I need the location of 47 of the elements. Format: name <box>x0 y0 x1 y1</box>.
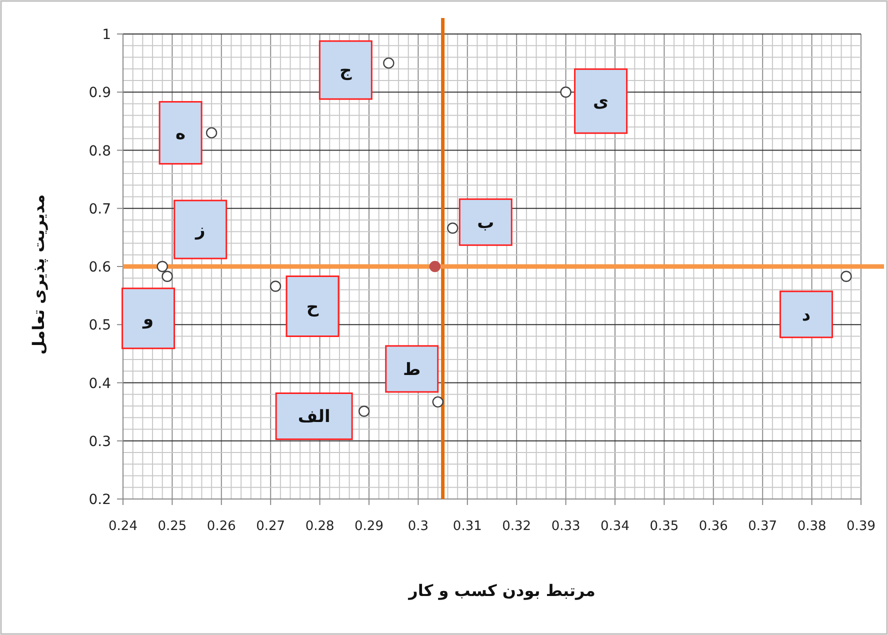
x-tick-label: 0.37 <box>748 519 778 534</box>
x-tick-label: 0.28 <box>305 519 334 534</box>
point <box>432 396 444 408</box>
annotation: الف <box>298 407 330 428</box>
x-tick-label: 0.3 <box>408 519 429 534</box>
x-tick-label: 0.33 <box>551 519 580 534</box>
annotation: د <box>802 305 811 326</box>
x-tick-label: 0.24 <box>108 519 138 534</box>
point <box>162 270 173 282</box>
annotation: ح <box>306 297 320 318</box>
x-tick-label: 0.26 <box>206 519 236 534</box>
annotation: ج <box>340 61 353 82</box>
x-tick-label: 0.31 <box>452 519 482 534</box>
x-tick-label: 0.39 <box>846 519 876 534</box>
point <box>270 280 282 292</box>
x-tick-label: 0.29 <box>354 519 384 534</box>
x-tick-label: 0.38 <box>797 519 826 534</box>
x-tick-label: 0.25 <box>158 519 187 534</box>
point <box>560 86 572 98</box>
annotation: ط <box>403 360 421 380</box>
y-tick-label: 0.7 <box>88 201 111 218</box>
annotation: و <box>142 309 154 330</box>
y-tick-label: 0.5 <box>88 318 111 334</box>
y-tick-label: 0.8 <box>88 143 111 160</box>
point <box>447 222 458 234</box>
point <box>358 406 370 417</box>
y-tick-label: 0.3 <box>88 434 111 450</box>
y-tick-label: 0.2 <box>88 492 111 508</box>
y-tick-label: 1 <box>102 27 111 43</box>
x-tick-label: 0.27 <box>256 519 286 534</box>
x-tick-label: 0.36 <box>698 519 728 534</box>
point <box>840 270 852 282</box>
x-tick-label: 0.32 <box>502 519 532 534</box>
point <box>206 127 218 138</box>
x-tick-label: 0.34 <box>600 519 630 534</box>
point <box>383 57 394 69</box>
annotation: ی <box>593 92 609 112</box>
y-tick-label: 0.4 <box>88 376 112 392</box>
annotation: ه <box>176 124 186 144</box>
y-axis-title: مدیریت پذیری تعامل <box>29 194 48 355</box>
annotation: ب <box>477 213 494 234</box>
x-axis-title: مرتبط بودن کسب و کار <box>408 581 596 600</box>
annotation: ز <box>194 220 206 240</box>
x-tick-label: 0.35 <box>650 519 679 534</box>
point <box>156 260 168 272</box>
y-tick-label: 0.6 <box>88 260 112 276</box>
y-tick-label: 0.9 <box>88 85 111 102</box>
